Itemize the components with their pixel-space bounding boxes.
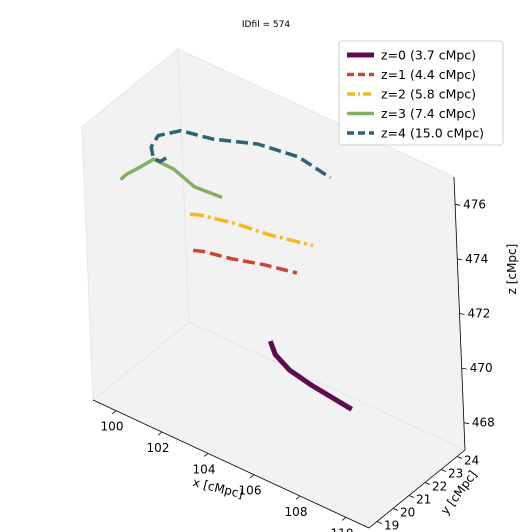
- series-line-0: [267, 340, 353, 412]
- x-axis-line: [92, 399, 370, 529]
- z-tick-label: 474: [465, 252, 488, 266]
- y-tick-label: 21: [416, 493, 431, 507]
- x-tick: [295, 495, 301, 500]
- y-tick: [424, 482, 431, 485]
- z-axis-label: z [cMpc]: [505, 244, 519, 295]
- x-tick: [341, 517, 347, 521]
- y-tick-label: 22: [432, 480, 447, 494]
- y-tick: [408, 495, 415, 498]
- z-tick-label: 472: [468, 307, 491, 321]
- y-tick-label: 24: [464, 454, 479, 468]
- y-axis-line: [368, 449, 466, 529]
- x-tick-label: 102: [147, 441, 170, 455]
- plot-lines: [119, 128, 353, 412]
- z-tick: [459, 313, 465, 315]
- legend-label-4: z=4 (15.0 cMpc): [381, 126, 484, 141]
- x-tick: [203, 453, 209, 457]
- x-tick-label: 100: [101, 420, 124, 434]
- x-tick-label: 108: [285, 505, 308, 519]
- series-line-1: [193, 248, 298, 275]
- x-tick-label: 104: [193, 462, 216, 476]
- legend-label-2: z=2 (5.8 cMpc): [381, 87, 476, 102]
- legend-box: [338, 40, 504, 146]
- z-tick-label: 476: [463, 197, 486, 211]
- z-tick: [463, 422, 469, 425]
- x-tick-label: 110: [331, 526, 354, 532]
- legend-label-3: z=3 (7.4 cMpc): [381, 106, 476, 121]
- series-line-3: [119, 157, 223, 200]
- y-tick: [440, 469, 447, 472]
- z-tick: [455, 203, 461, 206]
- y-tick: [376, 521, 383, 524]
- legend-label-1: z=1 (4.4 cMpc): [381, 67, 476, 82]
- y-tick-label: 20: [400, 506, 415, 520]
- legend-label-0: z=0 (3.7 cMpc): [381, 48, 476, 63]
- z-tick-label: 468: [472, 416, 495, 430]
- series-line-2: [189, 212, 314, 248]
- x-axis-label: x [cMpc]: [191, 475, 244, 501]
- y-tick-label: 19: [384, 519, 399, 532]
- z-tick: [457, 258, 463, 261]
- y-tick: [392, 508, 399, 511]
- legend: z=0 (3.7 cMpc) z=1 (4.4 cMpc) z=2 (5.8 cMp…: [338, 40, 504, 146]
- z-tick: [461, 367, 467, 370]
- x-tick: [249, 474, 255, 479]
- y-tick: [456, 456, 463, 459]
- z-tick-label: 470: [470, 361, 493, 375]
- x-tick: [111, 410, 117, 415]
- x-tick-label: 106: [239, 484, 262, 498]
- axis-panes: [81, 47, 466, 529]
- y-tick-label: 23: [448, 467, 463, 481]
- chart-title: IDfil = 574: [242, 20, 290, 30]
- series-line-4: [149, 128, 332, 180]
- x-tick: [157, 431, 163, 436]
